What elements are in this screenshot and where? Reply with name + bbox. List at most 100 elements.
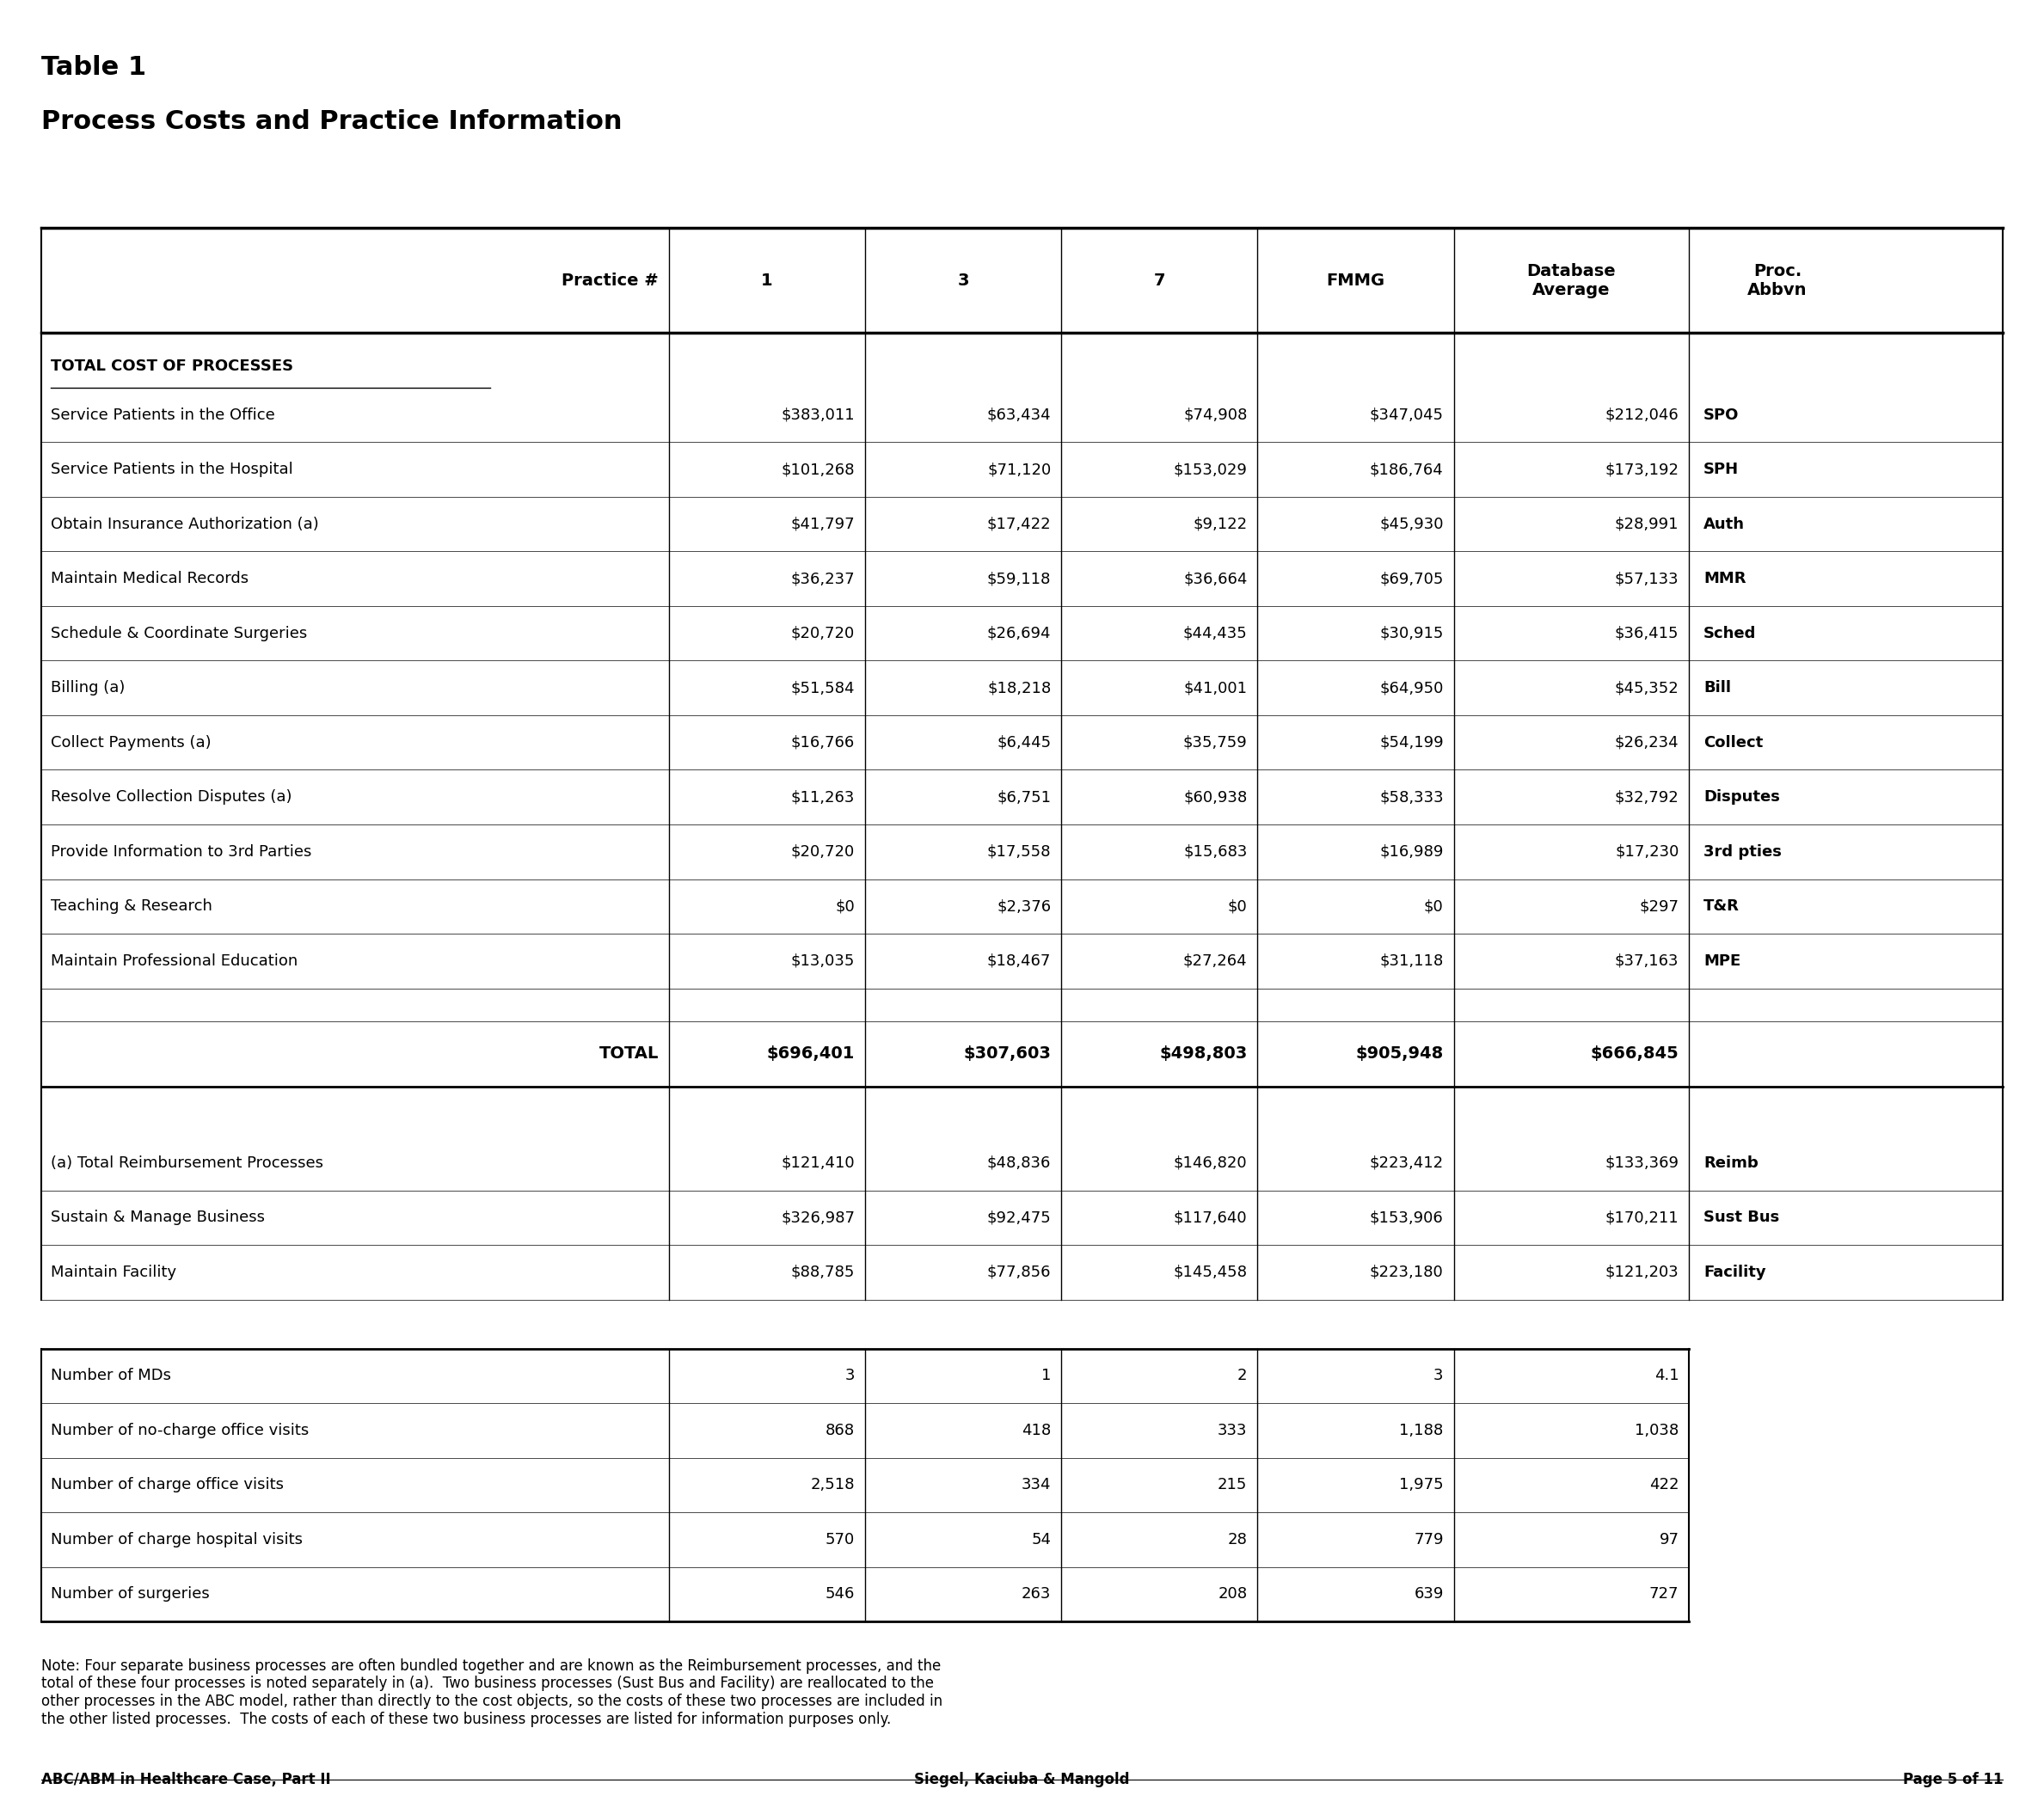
Text: $11,263: $11,263 [791,790,854,804]
Text: $41,001: $41,001 [1183,681,1247,695]
Text: TOTAL: TOTAL [599,1046,658,1061]
Text: $44,435: $44,435 [1183,626,1247,641]
Text: $28,991: $28,991 [1615,517,1678,531]
Text: $383,011: $383,011 [781,408,854,422]
Text: 422: 422 [1650,1478,1678,1492]
Text: 215: 215 [1218,1478,1247,1492]
Text: MMR: MMR [1703,571,1746,586]
Text: $36,415: $36,415 [1615,626,1678,641]
Text: 779: 779 [1414,1532,1443,1547]
Text: Facility: Facility [1703,1265,1766,1279]
Text: MPE: MPE [1703,954,1741,968]
Text: $36,237: $36,237 [791,571,854,586]
Text: $17,422: $17,422 [987,517,1051,531]
Text: $18,467: $18,467 [987,954,1051,968]
Text: $223,180: $223,180 [1369,1265,1443,1279]
Text: 1,038: 1,038 [1635,1423,1678,1438]
Text: SPO: SPO [1703,408,1739,422]
Text: 7: 7 [1153,273,1165,288]
Text: 418: 418 [1022,1423,1051,1438]
Text: $9,122: $9,122 [1194,517,1247,531]
Text: Provide Information to 3rd Parties: Provide Information to 3rd Parties [51,844,313,859]
Text: 3: 3 [1433,1369,1443,1383]
Text: $36,664: $36,664 [1183,571,1247,586]
Text: Reimb: Reimb [1703,1156,1758,1170]
Text: $696,401: $696,401 [766,1046,854,1061]
Text: $16,766: $16,766 [791,735,854,750]
Text: $133,369: $133,369 [1605,1156,1678,1170]
Text: Process Costs and Practice Information: Process Costs and Practice Information [41,109,621,135]
Text: 2: 2 [1237,1369,1247,1383]
Text: ABC/ABM in Healthcare Case, Part II: ABC/ABM in Healthcare Case, Part II [41,1771,331,1787]
Text: $20,720: $20,720 [791,844,854,859]
Text: $498,803: $498,803 [1159,1046,1247,1061]
Text: $6,751: $6,751 [997,790,1051,804]
Text: 1: 1 [1040,1369,1051,1383]
Text: 4.1: 4.1 [1654,1369,1678,1383]
Text: 333: 333 [1218,1423,1247,1438]
Text: Sust Bus: Sust Bus [1703,1210,1780,1225]
Text: Maintain Facility: Maintain Facility [51,1265,176,1279]
Text: $121,203: $121,203 [1605,1265,1678,1279]
Text: $54,199: $54,199 [1380,735,1443,750]
Text: 28: 28 [1228,1532,1247,1547]
Text: 727: 727 [1650,1587,1678,1602]
Text: $26,234: $26,234 [1615,735,1678,750]
Text: 334: 334 [1022,1478,1051,1492]
Text: $45,930: $45,930 [1380,517,1443,531]
Text: 3: 3 [957,273,969,288]
Text: (a) Total Reimbursement Processes: (a) Total Reimbursement Processes [51,1156,323,1170]
Text: Auth: Auth [1703,517,1746,531]
Text: TOTAL COST OF PROCESSES: TOTAL COST OF PROCESSES [51,359,294,373]
Text: T&R: T&R [1703,899,1739,914]
Text: FMMG: FMMG [1327,273,1386,288]
Text: $63,434: $63,434 [987,408,1051,422]
Text: $37,163: $37,163 [1615,954,1678,968]
Text: $2,376: $2,376 [997,899,1051,914]
Text: SPH: SPH [1703,462,1739,477]
Text: $347,045: $347,045 [1369,408,1443,422]
Text: $32,792: $32,792 [1615,790,1678,804]
Text: $326,987: $326,987 [781,1210,854,1225]
Text: Bill: Bill [1703,681,1731,695]
Text: Note: Four separate business processes are often bundled together and are known : Note: Four separate business processes a… [41,1658,942,1727]
Text: Siegel, Kaciuba & Mangold: Siegel, Kaciuba & Mangold [914,1771,1130,1787]
Text: $30,915: $30,915 [1380,626,1443,641]
Text: Service Patients in the Office: Service Patients in the Office [51,408,276,422]
Text: Billing (a): Billing (a) [51,681,125,695]
Text: 263: 263 [1022,1587,1051,1602]
Text: $15,683: $15,683 [1183,844,1247,859]
Text: Sustain & Manage Business: Sustain & Manage Business [51,1210,266,1225]
Text: $74,908: $74,908 [1183,408,1247,422]
Text: $58,333: $58,333 [1380,790,1443,804]
Text: Maintain Professional Education: Maintain Professional Education [51,954,298,968]
Text: 639: 639 [1414,1587,1443,1602]
Text: 546: 546 [826,1587,854,1602]
Text: $13,035: $13,035 [791,954,854,968]
Text: $18,218: $18,218 [987,681,1051,695]
Text: $0: $0 [1228,899,1247,914]
Text: Maintain Medical Records: Maintain Medical Records [51,571,249,586]
Text: $101,268: $101,268 [781,462,854,477]
Text: $307,603: $307,603 [963,1046,1051,1061]
Text: $60,938: $60,938 [1183,790,1247,804]
Text: $31,118: $31,118 [1380,954,1443,968]
Text: Sched: Sched [1703,626,1756,641]
Text: $71,120: $71,120 [987,462,1051,477]
Text: 868: 868 [826,1423,854,1438]
Text: 1,975: 1,975 [1398,1478,1443,1492]
Text: $153,029: $153,029 [1173,462,1247,477]
Text: Resolve Collection Disputes (a): Resolve Collection Disputes (a) [51,790,292,804]
Text: $186,764: $186,764 [1369,462,1443,477]
Text: Collect Payments (a): Collect Payments (a) [51,735,213,750]
Text: $173,192: $173,192 [1605,462,1678,477]
Text: Service Patients in the Hospital: Service Patients in the Hospital [51,462,294,477]
Text: Number of charge hospital visits: Number of charge hospital visits [51,1532,303,1547]
Text: $41,797: $41,797 [791,517,854,531]
Text: 1,188: 1,188 [1400,1423,1443,1438]
Text: 2,518: 2,518 [811,1478,854,1492]
Text: $0: $0 [1425,899,1443,914]
Text: Number of surgeries: Number of surgeries [51,1587,211,1602]
Text: $16,989: $16,989 [1380,844,1443,859]
Text: 3: 3 [844,1369,854,1383]
